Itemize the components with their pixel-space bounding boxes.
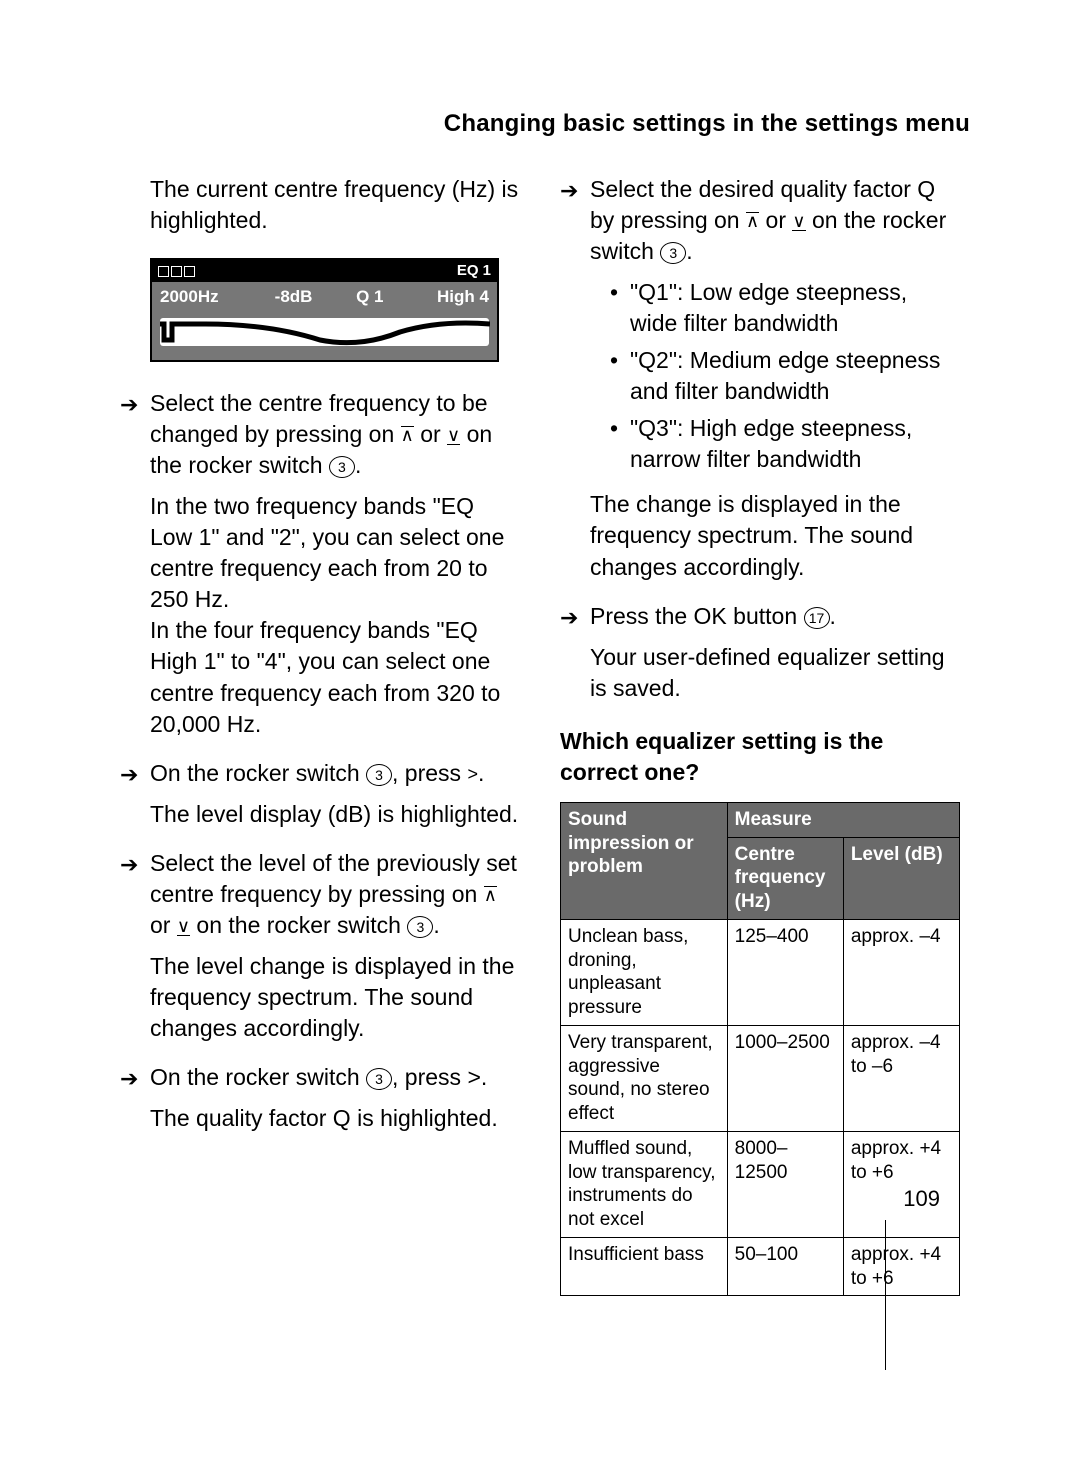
- table-row: Very transparent, aggressive sound, no s…: [561, 1025, 960, 1131]
- left-column: The current centre frequency (Hz) is hig…: [120, 174, 520, 1296]
- eq-table-heading: Which equalizer setting is the correct o…: [560, 726, 960, 788]
- ref-rocker-icon: 3: [366, 764, 392, 786]
- down-key-icon: ∨: [447, 427, 460, 445]
- step-select-freq: ➔ Select the centre frequency to be chan…: [120, 388, 520, 481]
- text: , press: [392, 1064, 467, 1090]
- page-header: Changing basic settings in the settings …: [120, 110, 970, 138]
- list-item: • "Q3": High edge steepness, narrow filte…: [610, 413, 960, 475]
- text: "Q1": Low edge steepness, wide filter ba…: [630, 279, 907, 336]
- step-select-level: ➔ Select the level of the previously set…: [120, 848, 520, 941]
- lcd-q: Q 1: [333, 286, 406, 309]
- cell-freq: 8000–12500: [727, 1131, 843, 1237]
- lcd-eq-label: EQ 1: [457, 261, 491, 281]
- lcd-top-bar: EQ 1: [152, 260, 497, 282]
- ref-rocker-icon: 3: [660, 242, 686, 264]
- text: or: [414, 421, 447, 447]
- arrow-icon: ➔: [560, 603, 578, 633]
- list-item: • "Q2": Medium edge steepness and filter …: [610, 345, 960, 407]
- cell-freq: 125–400: [727, 919, 843, 1025]
- page-number-block: 109: [903, 1186, 940, 1370]
- arrow-icon: ➔: [120, 390, 138, 420]
- page-number-rule-icon: [885, 1220, 940, 1370]
- text: .: [355, 452, 361, 478]
- note-q-change: The change is displayed in the frequency…: [590, 489, 960, 582]
- down-key-icon: ∨: [792, 213, 805, 231]
- lcd-spectrum: [152, 312, 497, 360]
- list-item: • "Q1": Low edge steepness, wide filter b…: [610, 277, 960, 339]
- arrow-icon: ➔: [560, 176, 578, 206]
- text: or: [150, 912, 177, 938]
- step-press-ok: ➔ Press the OK button 17.: [560, 601, 960, 632]
- intro-text: The current centre frequency (Hz) is hig…: [150, 174, 520, 236]
- text: On the rocker switch: [150, 1064, 366, 1090]
- lcd-hz: 2000Hz: [152, 286, 254, 309]
- step-press-right-1: ➔ On the rocker switch 3, press >.: [120, 758, 520, 789]
- q-option-list: • "Q1": Low edge steepness, wide filter b…: [610, 277, 960, 475]
- note-saved: Your user-defined equalizer setting is s…: [590, 642, 960, 704]
- arrow-icon: ➔: [120, 760, 138, 790]
- th-freq: Centre frequency (Hz): [727, 837, 843, 919]
- cell-problem: Unclean bass, droning, unpleasant pressu…: [561, 919, 728, 1025]
- th-problem: Sound impression or problem: [561, 802, 728, 919]
- text: .: [481, 1064, 487, 1090]
- text: or: [759, 207, 792, 233]
- bullet-icon: •: [610, 277, 618, 308]
- lcd-indicator-icon: [158, 266, 195, 277]
- cell-freq: 50–100: [727, 1237, 843, 1296]
- note-level-change: The level change is displayed in the fre…: [150, 951, 520, 1044]
- lcd-band: High 4: [406, 286, 497, 309]
- right-key-icon: >: [467, 766, 478, 783]
- cell-problem: Muffled sound, low transparency, instrum…: [561, 1131, 728, 1237]
- down-key-icon: ∨: [177, 918, 190, 936]
- ref-ok-icon: 17: [804, 607, 830, 629]
- ref-rocker-icon: 3: [329, 456, 355, 478]
- cell-level: approx. –4: [843, 919, 959, 1025]
- lcd-value-row: 2000Hz -8dB Q 1 High 4: [152, 282, 497, 312]
- arrow-icon: ➔: [120, 850, 138, 880]
- text: .: [830, 603, 836, 629]
- cell-problem: Insufficient bass: [561, 1237, 728, 1296]
- arrow-icon: ➔: [120, 1064, 138, 1094]
- table-row: Unclean bass, droning, unpleasant pressu…: [561, 919, 960, 1025]
- note-freq-bands: In the two frequency bands "EQ Low 1" an…: [150, 491, 520, 739]
- bullet-icon: •: [610, 345, 618, 376]
- cell-level: approx. –4 to –6: [843, 1025, 959, 1131]
- text: "Q3": High edge steepness, narrow filter…: [630, 415, 912, 472]
- lcd-curve-icon: [160, 318, 490, 346]
- note-level-highlight: The level display (dB) is highlighted.: [150, 799, 520, 830]
- text: , press: [392, 760, 467, 786]
- text: .: [478, 760, 484, 786]
- note-q-highlight: The quality factor Q is highlighted.: [150, 1103, 520, 1134]
- cell-problem: Very transparent, aggressive sound, no s…: [561, 1025, 728, 1131]
- text: on the rocker switch: [190, 912, 407, 938]
- text: .: [433, 912, 439, 938]
- text: "Q2": Medium edge steepness and filter b…: [630, 347, 940, 404]
- step-select-q: ➔ Select the desired quality factor Q by…: [560, 174, 960, 267]
- up-key-icon: ∧: [746, 212, 759, 230]
- right-key-icon: >: [467, 1064, 480, 1090]
- text: .: [686, 238, 692, 264]
- bullet-icon: •: [610, 413, 618, 444]
- cell-freq: 1000–2500: [727, 1025, 843, 1131]
- right-column: ➔ Select the desired quality factor Q by…: [560, 174, 960, 1296]
- th-level: Level (dB): [843, 837, 959, 919]
- text: On the rocker switch: [150, 760, 366, 786]
- lcd-db: -8dB: [254, 286, 333, 309]
- text: Press the OK button: [590, 603, 804, 629]
- page-number: 109: [903, 1186, 940, 1211]
- manual-page: Changing basic settings in the settings …: [0, 0, 1080, 1460]
- content-columns: The current centre frequency (Hz) is hig…: [120, 174, 970, 1296]
- up-key-icon: ∧: [401, 426, 414, 444]
- up-key-icon: ∧: [484, 886, 497, 904]
- text: Select the level of the previously set c…: [150, 850, 517, 907]
- ref-rocker-icon: 3: [366, 1068, 392, 1090]
- lcd-display: EQ 1 2000Hz -8dB Q 1 High 4: [150, 258, 499, 362]
- th-measure: Measure: [727, 802, 959, 837]
- step-press-right-2: ➔ On the rocker switch 3, press >.: [120, 1062, 520, 1093]
- ref-rocker-icon: 3: [407, 916, 433, 938]
